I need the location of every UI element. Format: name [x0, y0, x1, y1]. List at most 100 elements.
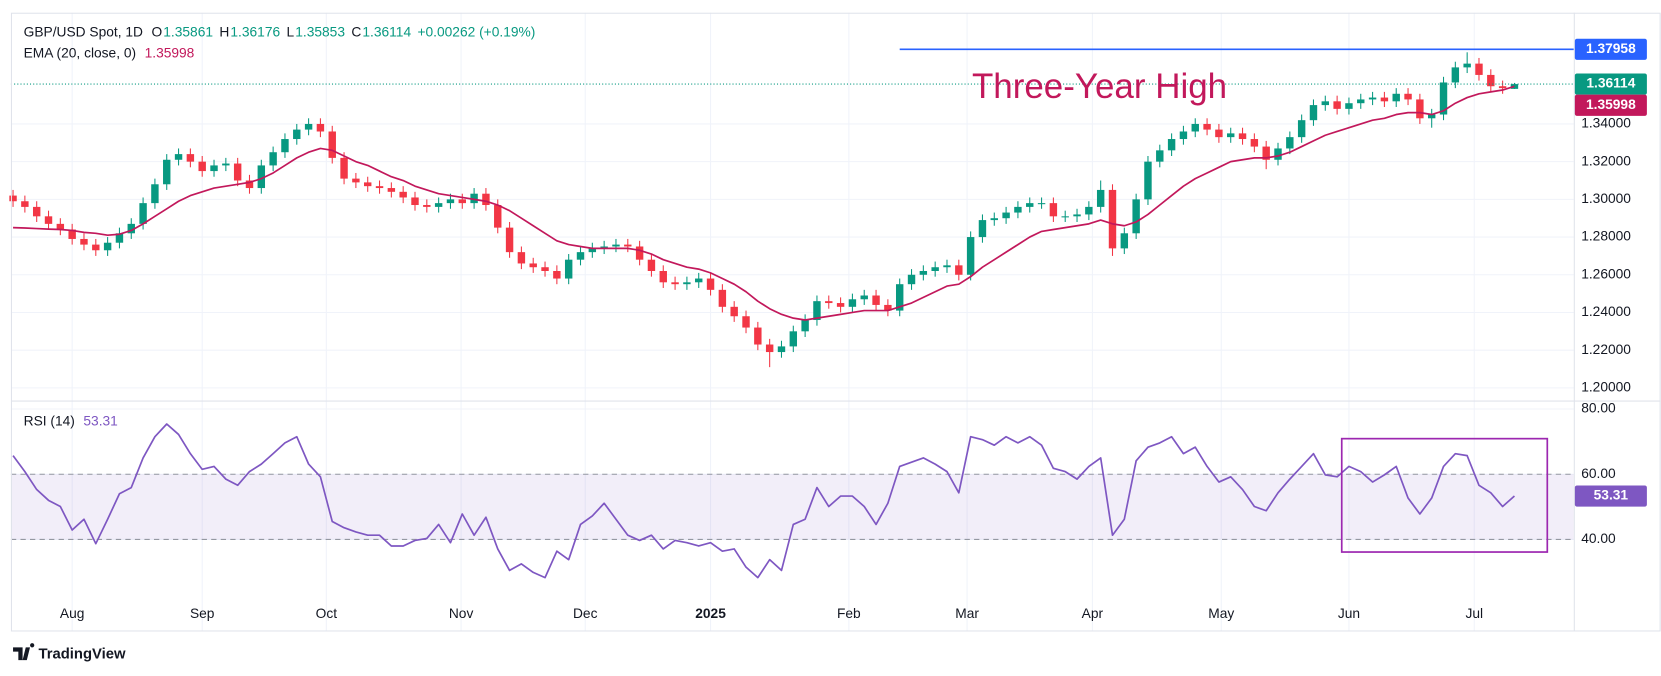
legend-text: 1.36114: [362, 24, 411, 39]
candle-body: [186, 154, 195, 162]
candle-body: [706, 278, 715, 290]
candle-body: [115, 233, 124, 243]
candle-body: [907, 274, 916, 285]
candle-body: [233, 163, 242, 181]
candle-body: [1475, 63, 1483, 75]
price-badge-label: 1.35998: [1586, 97, 1636, 112]
frame: [10, 12, 1661, 632]
annotation: Three-Year High: [972, 67, 1227, 106]
candle-body: [1357, 99, 1365, 104]
candle-body: [1215, 129, 1223, 138]
legend-text: RSI (14): [24, 413, 75, 428]
candle-body: [293, 129, 301, 140]
candle-body: [423, 205, 431, 207]
legend-text: L: [287, 24, 295, 39]
price-badge-label: 1.37958: [1586, 41, 1636, 56]
candle-body: [671, 282, 679, 285]
candle-body: [1132, 199, 1140, 234]
candle-body: [163, 159, 171, 185]
candle-body: [1380, 97, 1389, 102]
y-tick-label: 1.30000: [1581, 191, 1631, 206]
candle-body: [955, 265, 963, 275]
candle-body: [434, 203, 443, 207]
candle-body: [411, 197, 419, 206]
legend-text: O: [151, 24, 162, 39]
candle-body: [1416, 99, 1424, 119]
candle-body: [1096, 189, 1105, 207]
candle-body: [576, 252, 585, 260]
candle-body: [44, 216, 53, 224]
candle-body: [919, 270, 928, 275]
candle-body: [245, 180, 254, 189]
candle-body: [304, 123, 313, 130]
legend-text: C: [351, 24, 361, 39]
candle-body: [553, 270, 561, 279]
candle-body: [1002, 212, 1010, 219]
price-badge-label: 1.36114: [1586, 76, 1635, 91]
candle-body: [659, 270, 667, 283]
candle-body: [505, 227, 514, 253]
candle-body: [1451, 67, 1460, 83]
candle-body: [1156, 150, 1164, 162]
candle-body: [683, 282, 691, 285]
y-tick-label: 80.00: [1581, 401, 1616, 416]
candle-body: [1085, 206, 1093, 215]
candle-body: [966, 237, 975, 275]
legend-text: 1.35853: [295, 24, 345, 39]
x-tick-label: Jul: [1465, 606, 1483, 621]
candle-body: [92, 244, 100, 251]
candle-body: [1061, 216, 1069, 218]
candle-body: [1321, 101, 1330, 106]
candle-body: [1498, 86, 1507, 89]
candle-body: [541, 267, 549, 271]
candle-body: [1026, 203, 1034, 207]
candle-body: [789, 331, 798, 347]
line-series: [12, 423, 1516, 579]
candle-body: [139, 203, 147, 224]
candle-body: [612, 244, 620, 247]
candle-body: [269, 152, 277, 166]
label-layer: 1.34000 1.32000 1.30000 1.28000 1.26000 1.240…: [24, 24, 1647, 621]
price-badge: [1574, 73, 1647, 95]
legend-text: GBP/USD Spot, 1D: [24, 24, 143, 39]
candle-body: [813, 301, 821, 321]
x-tick-label: Feb: [837, 606, 861, 621]
price-badge-label: 53.31: [1594, 488, 1629, 503]
candle-body: [1227, 133, 1235, 138]
candle-body: [1167, 139, 1176, 151]
candle-body: [399, 191, 407, 198]
candle-body: [375, 186, 384, 189]
x-tick-label: Aug: [60, 606, 85, 621]
price-badge: [1574, 38, 1647, 60]
candle-body: [103, 242, 112, 251]
x-tick-label: Nov: [449, 606, 474, 621]
candle-body: [222, 163, 230, 166]
candle-body: [198, 161, 206, 172]
candle-body: [210, 165, 218, 172]
candle-body: [1368, 97, 1377, 100]
candle-body: [1108, 189, 1117, 249]
candle-body: [316, 123, 325, 132]
candle-body: [328, 131, 336, 158]
legend-text: EMA (20, close, 0): [24, 46, 136, 61]
x-tick-label: 2025: [695, 606, 726, 621]
candle-body: [872, 295, 880, 305]
y-tick-label: 60.00: [1581, 466, 1616, 481]
candle-body: [564, 259, 573, 279]
legend-text: 1.35861: [163, 24, 213, 39]
candle-body: [765, 344, 774, 353]
candle-body: [1333, 101, 1341, 109]
candle-body: [446, 199, 455, 204]
candle-body: [1404, 93, 1412, 100]
candle-body: [458, 199, 466, 204]
logo: TradingView: [13, 643, 126, 663]
candle-body: [80, 238, 88, 245]
candle-body: [848, 299, 857, 307]
candle-body: [836, 303, 845, 307]
mark-layer: [9, 48, 1574, 579]
candle-body: [1345, 103, 1353, 109]
y-tick-label: 1.22000: [1581, 342, 1631, 357]
candle-body: [127, 223, 135, 234]
x-tick-label: Apr: [1082, 606, 1104, 621]
